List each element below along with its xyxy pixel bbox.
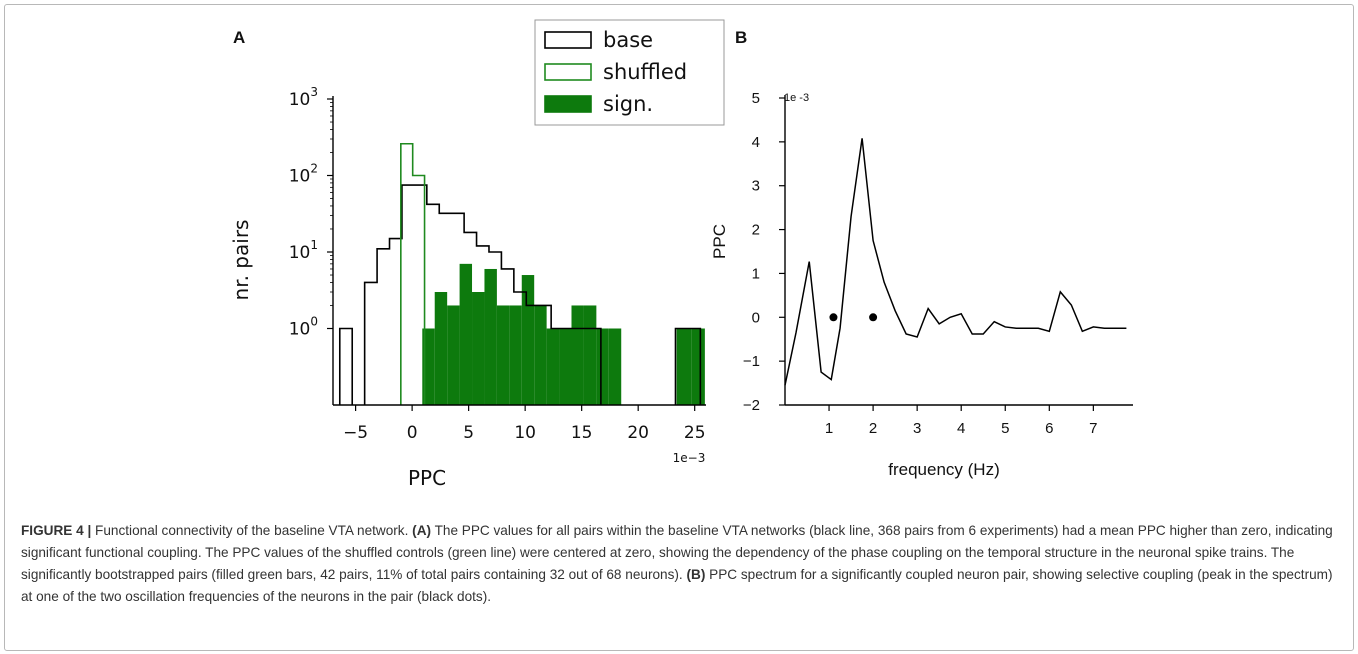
x-tick-label: 5 [463, 423, 474, 443]
y-tick-label: 103 [289, 85, 318, 110]
caption-a-text: The PPC values for all pairs within the … [21, 523, 1333, 582]
spectrum-x-tick-label: 7 [1089, 420, 1097, 437]
sign-bar [534, 305, 547, 405]
sign-bar [496, 305, 510, 405]
x-tick-label: −5 [343, 423, 368, 443]
spectrum-y-tick-label: 2 [752, 222, 760, 239]
x-tick-label: 25 [684, 423, 706, 443]
caption-b-text: PPC spectrum for a significantly coupled… [21, 567, 1333, 604]
sign-bar [691, 328, 705, 405]
sign-bar [559, 328, 572, 405]
spectrum-x-tick-label: 3 [913, 420, 921, 437]
spectrum-y-tick-label: 0 [752, 309, 760, 326]
x-axis-multiplier: 1e−3 [673, 451, 706, 465]
base-histogram-outline [338, 184, 702, 405]
sign-bar [583, 305, 597, 405]
panel-b-label: B [735, 28, 748, 47]
legend-label: sign. [603, 92, 653, 116]
oscillation-frequency-dot [829, 313, 838, 322]
caption-a-label: (A) [412, 523, 432, 538]
sign-bar [447, 305, 460, 405]
sign-bar [596, 328, 609, 405]
caption-title: FIGURE 4 | [21, 523, 92, 538]
spectrum-x-tick-label: 5 [1001, 420, 1009, 437]
y-tick-label: 100 [289, 315, 318, 340]
sign-bar [521, 275, 535, 405]
x-tick-label: 0 [407, 423, 418, 443]
spectrum-x-tick-label: 6 [1045, 420, 1053, 437]
x-tick-label: 15 [571, 423, 593, 443]
sign-bar [509, 305, 522, 405]
sign-bar [608, 328, 622, 405]
x-axis-label: PPC [408, 466, 446, 490]
sign-bar [484, 268, 497, 405]
y-tick-label: 101 [289, 238, 318, 263]
panel-a-label: A [233, 28, 246, 47]
spectrum-y-multiplier: 1e -3 [784, 92, 809, 104]
sign-bar [434, 292, 448, 405]
spectrum-x-tick-label: 1 [825, 420, 833, 437]
figure-caption: FIGURE 4 | Functional connectivity of th… [21, 520, 1341, 608]
oscillation-frequency-dot [869, 313, 878, 322]
x-tick-label: 20 [627, 423, 649, 443]
spectrum-x-tick-label: 2 [869, 420, 877, 437]
caption-b-label: (B) [686, 567, 706, 582]
x-tick-label: 10 [514, 423, 536, 443]
shuffled-histogram-outline [400, 142, 426, 405]
spectrum-y-tick-label: 1 [752, 265, 760, 282]
legend-label: base [603, 28, 653, 52]
sign-bar [546, 328, 560, 405]
legend-swatch [544, 95, 592, 113]
legend-swatch [544, 63, 592, 81]
sign-bar [472, 292, 485, 405]
spectrum-y-tick-label: 3 [752, 178, 760, 195]
spectrum-y-tick-label: −1 [743, 353, 760, 370]
spectrum-y-axis-label: PPC [710, 224, 729, 259]
sign-bar [571, 305, 584, 405]
sign-bar [676, 328, 692, 405]
legend-swatch [544, 31, 592, 49]
y-tick-label: 102 [289, 162, 318, 187]
y-axis-label: nr. pairs [229, 220, 253, 301]
spectrum-y-tick-label: −2 [743, 397, 760, 414]
sign-bar [459, 263, 473, 405]
spectrum-y-tick-label: 5 [752, 90, 760, 107]
legend-label: shuffled [603, 60, 687, 84]
spectrum-x-axis-label: frequency (Hz) [888, 460, 999, 479]
spectrum-y-tick-label: 4 [752, 134, 760, 151]
caption-intro: Functional connectivity of the baseline … [91, 523, 413, 538]
ppc-spectrum-line [784, 138, 1127, 386]
sign-bar [422, 328, 435, 405]
spectrum-x-tick-label: 4 [957, 420, 965, 437]
